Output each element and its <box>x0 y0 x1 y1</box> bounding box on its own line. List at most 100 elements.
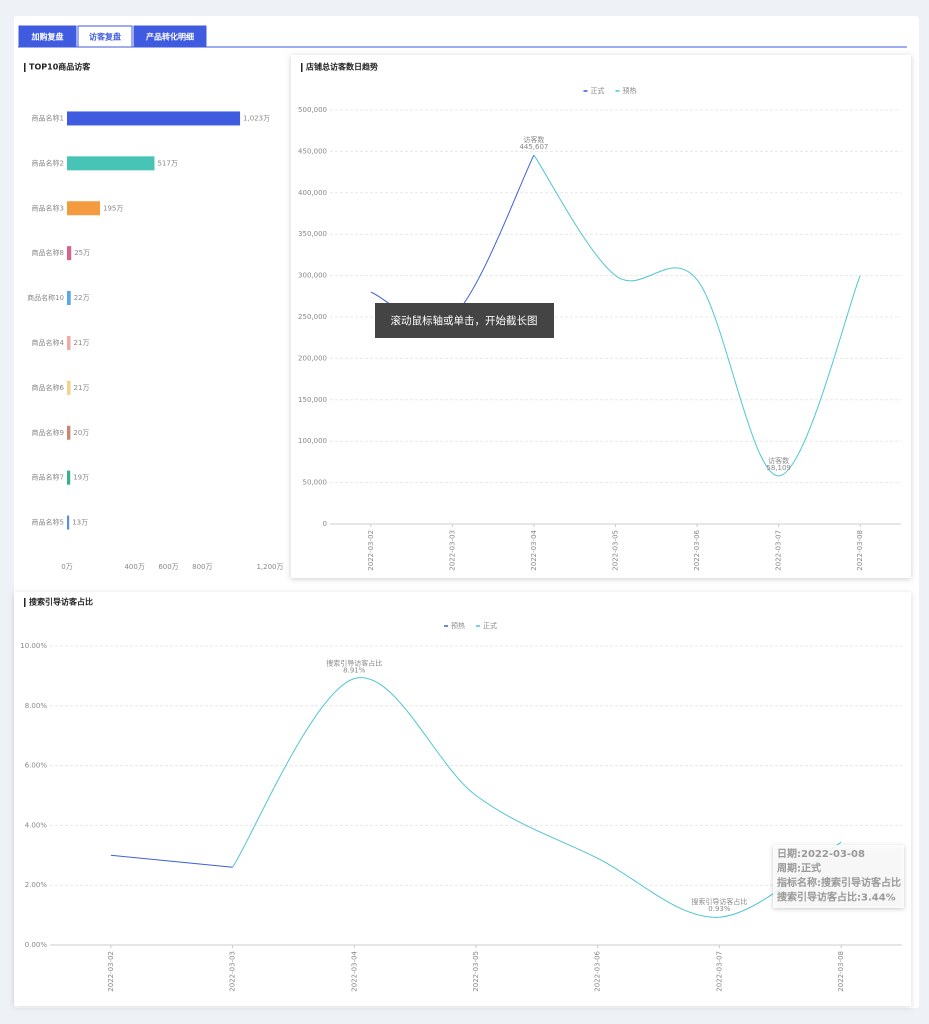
bar <box>67 380 71 395</box>
value-label: 19万 <box>73 474 89 482</box>
y-tick-label: 300,000 <box>298 272 327 280</box>
value-label: 21万 <box>74 384 90 392</box>
y-tick-label: 商品名称4 <box>32 338 65 347</box>
chart-title: 店铺总访客数日趋势 <box>306 62 378 72</box>
tab-label[interactable]: 产品转化明细 <box>146 32 194 42</box>
title-bar <box>24 63 26 72</box>
y-tick-label: 10.00% <box>20 642 47 650</box>
point-name: 搜索引导访客占比 <box>326 659 382 668</box>
y-tick-label: 6.00% <box>25 762 48 770</box>
tab[interactable] <box>77 25 133 48</box>
bar <box>67 201 100 216</box>
y-tick-label: 商品名称6 <box>32 383 65 392</box>
search-card <box>14 592 911 1006</box>
tooltip-line: 周期:正式 <box>777 862 821 875</box>
line <box>232 677 842 918</box>
title-bar <box>24 598 26 607</box>
value-label: 0.93% <box>708 905 731 913</box>
x-tick-label: 2022-03-03 <box>229 951 237 992</box>
y-tick-label: 500,000 <box>298 106 327 114</box>
tooltip <box>773 845 904 908</box>
x-tick-label: 2022-03-07 <box>775 530 783 571</box>
y-tick-label: 商品名称3 <box>32 203 64 212</box>
y-tick-label: 350,000 <box>298 230 327 238</box>
y-tick-label: 商品名称8 <box>32 248 64 257</box>
tooltip-line: 日期:2022-03-08 <box>777 847 865 860</box>
overlay-text: 滚动鼠标轴或单击，开始截长图 <box>391 314 538 327</box>
y-tick-label: 450,000 <box>298 147 327 155</box>
tab-label[interactable]: 访客复盘 <box>89 32 121 42</box>
y-tick-label: 150,000 <box>298 396 327 404</box>
y-tick-label: 250,000 <box>298 313 327 321</box>
x-tick-label: 2022-03-07 <box>715 951 723 992</box>
x-tick-label: 2022-03-06 <box>693 529 701 570</box>
value-label: 58,109 <box>766 464 791 472</box>
point-name: 访客数 <box>768 456 789 465</box>
bar <box>67 111 241 126</box>
tooltip-line: 指标名称:搜索引导访客占比 <box>777 876 901 889</box>
y-tick-label: 0.00% <box>25 941 48 949</box>
legend-label: 正式 <box>591 86 605 95</box>
tab[interactable] <box>18 25 77 48</box>
y-tick-label: 商品名称5 <box>32 518 64 527</box>
value-label: 1,023万 <box>243 114 270 122</box>
y-tick-label: 100,000 <box>298 437 327 445</box>
x-tick-label: 2022-03-08 <box>856 530 864 571</box>
chart-title: 搜索引导访客占比 <box>29 597 93 607</box>
line <box>110 854 233 868</box>
value-label: 20万 <box>73 429 89 437</box>
value-label: 21万 <box>74 339 90 347</box>
y-tick-label: 50,000 <box>303 479 328 487</box>
tab-label[interactable]: 加购复盘 <box>31 32 64 42</box>
x-tick-label: 2022-03-02 <box>107 951 115 992</box>
value-label: 8.91% <box>343 667 366 675</box>
y-tick-label: 0 <box>323 520 327 528</box>
x-tick-label: 2022-03-05 <box>472 951 480 992</box>
bar <box>67 156 155 171</box>
bar <box>67 246 72 261</box>
x-tick-label: 2022-03-04 <box>350 950 358 991</box>
x-tick-label: 600万 <box>158 563 178 571</box>
x-tick-label: 2022-03-05 <box>612 530 620 571</box>
line <box>533 154 861 477</box>
bar <box>67 425 71 440</box>
x-tick-label: 2022-03-04 <box>530 529 538 570</box>
bar <box>67 515 70 530</box>
y-tick-label: 商品名称10 <box>27 293 64 302</box>
value-label: 25万 <box>74 249 90 257</box>
value-label: 13万 <box>72 519 88 527</box>
value-label: 445,607 <box>519 143 548 151</box>
overlay-box <box>375 303 554 338</box>
title-bar <box>301 63 303 72</box>
x-tick-label: 2022-03-06 <box>594 950 602 991</box>
y-tick-label: 8.00% <box>25 702 48 710</box>
legend-label: 预热 <box>623 86 637 95</box>
y-tick-label: 200,000 <box>298 354 327 362</box>
point-name: 搜索引导访客占比 <box>691 897 747 906</box>
y-tick-label: 400,000 <box>298 189 327 197</box>
point-name: 访客数 <box>523 135 544 144</box>
value-label: 517万 <box>157 159 177 167</box>
y-tick-label: 商品名称7 <box>32 473 64 482</box>
y-tick-label: 4.00% <box>25 821 48 829</box>
x-tick-label: 1,200万 <box>256 563 283 571</box>
legend-label: 预热 <box>451 621 465 630</box>
chart-title: TOP10商品访客 <box>29 62 91 72</box>
x-tick-label: 2022-03-02 <box>367 530 375 571</box>
x-tick-label: 2022-03-03 <box>448 530 456 571</box>
x-tick-label: 800万 <box>192 563 212 571</box>
tooltip-line: 搜索引导访客占比:3.44% <box>777 891 896 904</box>
x-tick-label: 2022-03-08 <box>837 951 845 992</box>
x-tick-label: 0万 <box>61 563 72 571</box>
legend-label: 正式 <box>483 621 497 630</box>
x-tick-label: 400万 <box>124 563 144 571</box>
bar <box>67 335 71 350</box>
bar <box>67 291 71 306</box>
bar <box>67 470 71 485</box>
value-label: 195万 <box>103 204 123 212</box>
tab[interactable] <box>133 25 207 48</box>
y-tick-label: 商品名称9 <box>32 428 64 437</box>
value-label: 22万 <box>74 294 90 302</box>
y-tick-label: 2.00% <box>25 881 48 889</box>
